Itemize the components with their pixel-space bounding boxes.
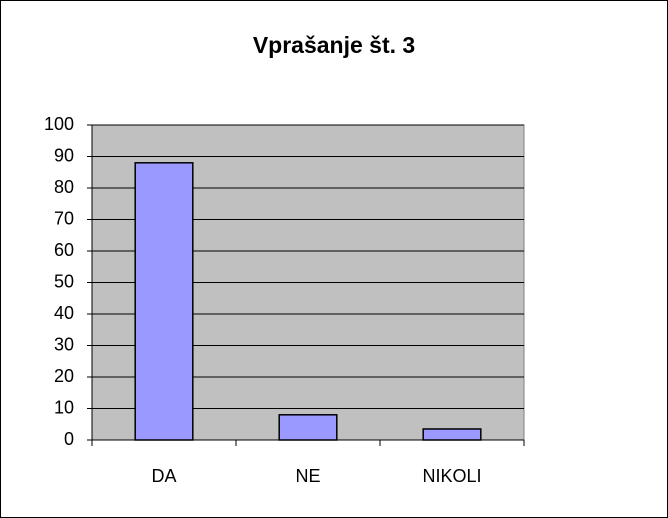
y-tick-label: 70 <box>54 208 74 228</box>
y-tick-label: 20 <box>54 366 74 386</box>
y-tick-label: 30 <box>54 334 74 354</box>
x-tick-label: NE <box>295 466 320 486</box>
y-tick-label: 40 <box>54 303 74 323</box>
bar <box>422 428 482 441</box>
y-tick-label: 0 <box>64 429 74 449</box>
bar <box>278 414 338 441</box>
y-tick-label: 50 <box>54 271 74 291</box>
y-tick-label: 90 <box>54 145 74 165</box>
x-tick-label: DA <box>151 466 176 486</box>
x-tick-label: NIKOLI <box>422 466 481 486</box>
bar <box>134 162 194 441</box>
y-tick-label: 10 <box>54 397 74 417</box>
y-tick-label: 60 <box>54 240 74 260</box>
y-tick-label: 100 <box>44 114 74 134</box>
chart-title: Vprašanje št. 3 <box>253 32 415 58</box>
y-tick-label: 80 <box>54 177 74 197</box>
